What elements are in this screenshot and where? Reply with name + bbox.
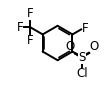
Text: F: F xyxy=(27,7,34,20)
Text: O: O xyxy=(90,40,99,53)
Text: F: F xyxy=(82,22,89,36)
Text: S: S xyxy=(78,51,86,64)
Text: F: F xyxy=(27,34,34,47)
Text: F: F xyxy=(17,21,23,34)
Text: Cl: Cl xyxy=(76,67,88,80)
Text: O: O xyxy=(65,40,75,53)
